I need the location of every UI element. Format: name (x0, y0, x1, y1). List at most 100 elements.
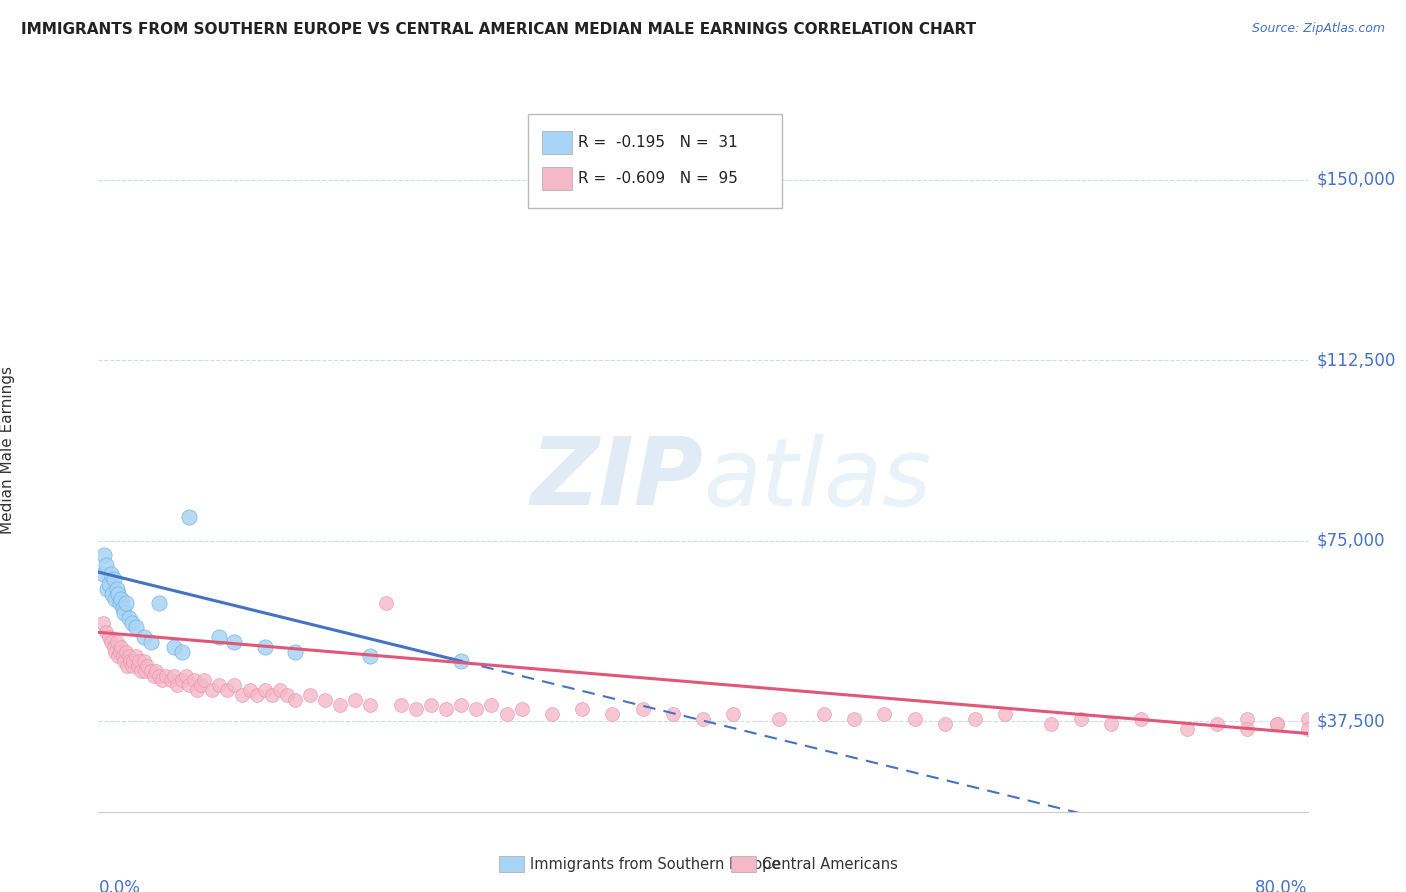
Point (174, 668, 197, 682)
Point (132, 654, 155, 668)
Point (91, 615, 114, 630)
Point (1236, 722, 1258, 736)
Point (360, 649, 382, 664)
Point (145, 664, 167, 678)
Point (114, 596, 136, 610)
Point (239, 683, 262, 698)
Point (1206, 716, 1229, 731)
Point (111, 649, 134, 664)
Point (284, 692, 307, 706)
Point (434, 702, 457, 716)
Point (208, 630, 231, 644)
Point (125, 620, 148, 634)
Point (132, 630, 155, 644)
Point (163, 668, 186, 682)
Point (965, 712, 987, 726)
Point (360, 698, 382, 712)
Point (104, 644, 127, 658)
Point (253, 640, 276, 654)
Point (405, 702, 427, 716)
Point (108, 596, 131, 610)
Point (631, 702, 654, 716)
Point (193, 673, 215, 688)
Point (127, 659, 149, 673)
Text: $37,500: $37,500 (1316, 713, 1385, 731)
Point (540, 707, 562, 722)
Point (374, 596, 396, 610)
Point (419, 698, 441, 712)
Text: Median Male Earnings: Median Male Earnings (0, 367, 15, 534)
Text: R =  -0.195   N =  31: R = -0.195 N = 31 (578, 136, 738, 150)
Point (1070, 712, 1092, 726)
Point (129, 664, 152, 678)
Point (262, 688, 284, 702)
Point (510, 702, 533, 716)
Point (1099, 716, 1122, 731)
Point (166, 678, 188, 692)
Point (100, 635, 122, 649)
FancyBboxPatch shape (543, 131, 572, 154)
Point (721, 707, 744, 722)
Point (224, 678, 246, 692)
Point (111, 601, 134, 615)
Point (135, 659, 157, 673)
Point (141, 664, 163, 678)
Point (148, 668, 170, 682)
Point (1265, 716, 1288, 731)
Point (94, 625, 117, 640)
Point (143, 668, 166, 682)
Point (481, 698, 503, 712)
Text: Source: ZipAtlas.com: Source: ZipAtlas.com (1251, 22, 1385, 36)
Point (100, 567, 122, 582)
Point (465, 702, 488, 716)
Point (108, 644, 131, 658)
Point (177, 509, 201, 524)
Text: $75,000: $75,000 (1316, 532, 1385, 549)
Point (231, 688, 253, 702)
Point (121, 615, 143, 630)
Point (1296, 722, 1319, 736)
Point (170, 673, 193, 688)
Point (134, 664, 156, 678)
Point (128, 654, 150, 668)
Text: R =  -0.609   N =  95: R = -0.609 N = 95 (578, 171, 738, 186)
Point (844, 712, 866, 726)
Point (1039, 716, 1062, 731)
Point (107, 649, 129, 664)
Point (1265, 716, 1288, 731)
Point (91, 567, 114, 582)
Point (155, 668, 177, 682)
Point (114, 644, 136, 658)
Point (93, 548, 115, 562)
Point (1175, 722, 1198, 736)
Point (224, 635, 246, 649)
Point (269, 683, 291, 698)
Point (160, 673, 183, 688)
Text: atlas: atlas (703, 434, 931, 524)
Point (450, 654, 472, 668)
Point (104, 591, 127, 606)
Point (118, 649, 141, 664)
Point (110, 591, 132, 606)
Point (692, 712, 714, 726)
Point (813, 707, 835, 722)
Point (450, 698, 472, 712)
Point (190, 678, 212, 692)
Point (150, 673, 173, 688)
Point (602, 707, 624, 722)
Point (768, 712, 790, 726)
Text: ZIP: ZIP (530, 434, 703, 525)
Point (344, 692, 367, 706)
Point (148, 596, 170, 610)
Point (170, 644, 193, 658)
Point (96, 582, 118, 596)
Point (125, 649, 148, 664)
Point (208, 678, 231, 692)
Point (103, 572, 125, 586)
Text: IMMIGRANTS FROM SOUTHERN EUROPE VS CENTRAL AMERICAN MEDIAN MALE EARNINGS CORRELA: IMMIGRANTS FROM SOUTHERN EUROPE VS CENTR… (21, 22, 976, 37)
Point (105, 635, 128, 649)
Point (284, 644, 307, 658)
Point (94, 558, 117, 572)
Point (1296, 712, 1319, 726)
Point (1130, 712, 1153, 726)
